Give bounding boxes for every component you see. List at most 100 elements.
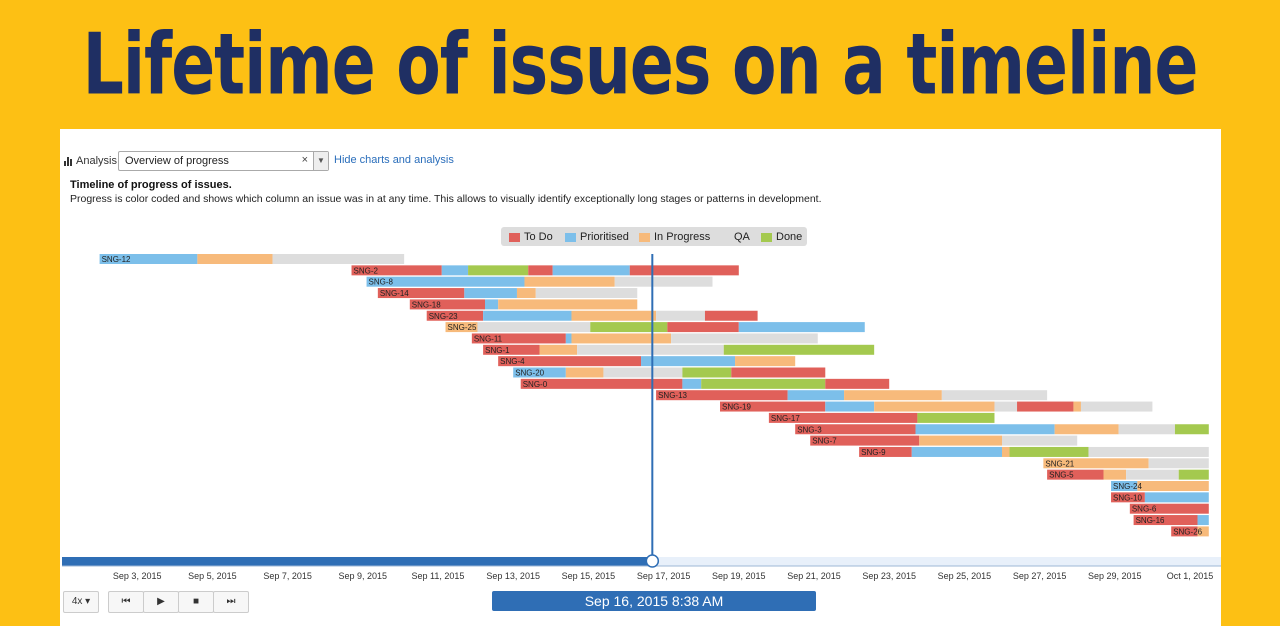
- issue-label: SNG-7: [812, 437, 837, 446]
- bar-segment-in-progress: [1137, 481, 1209, 491]
- issue-row-sng-21[interactable]: SNG-21: [1043, 458, 1209, 469]
- issue-row-sng-2[interactable]: SNG-2: [351, 265, 739, 276]
- issue-row-sng-6[interactable]: SNG-6: [1129, 503, 1209, 514]
- bar-segment-prioritised: [787, 390, 845, 401]
- bar-segment-to-do: [1017, 401, 1074, 412]
- bar-segment-qa: [614, 276, 713, 287]
- issue-row-sng-1[interactable]: SNG-1: [483, 344, 875, 355]
- bar-segment-to-do: [667, 322, 739, 333]
- issue-row-sng-23[interactable]: SNG-23: [426, 310, 758, 321]
- bar-segment-prioritised: [483, 310, 572, 321]
- bar-segment-done: [590, 322, 668, 333]
- legend-item-done[interactable]: Done: [761, 231, 802, 243]
- analysis-select[interactable]: Overview of progress × ▼: [118, 151, 329, 171]
- bar-segment-done: [1009, 446, 1089, 457]
- description-text: Progress is color coded and shows which …: [70, 193, 822, 205]
- bar-segment-qa: [671, 333, 818, 344]
- bar-segment-to-do: [520, 378, 683, 389]
- issue-row-sng-19[interactable]: SNG-19: [720, 401, 1153, 412]
- issue-row-sng-14[interactable]: SNG-14: [377, 288, 638, 299]
- issue-label: SNG-23: [429, 312, 458, 321]
- play-button[interactable]: ▶: [143, 591, 179, 613]
- issue-row-sng-17[interactable]: SNG-17: [768, 412, 995, 423]
- issue-row-sng-18[interactable]: SNG-18: [409, 299, 638, 310]
- bar-segment-done: [468, 265, 529, 276]
- chevron-down-icon[interactable]: ▼: [313, 152, 328, 170]
- bar-segment-in-progress: [539, 344, 578, 355]
- bar-segment-in-progress: [445, 322, 478, 333]
- bar-segment-prioritised: [1144, 492, 1209, 503]
- bar-segment-prioritised: [99, 254, 198, 264]
- bar-segment-prioritised: [513, 367, 566, 378]
- bar-segment-qa: [1126, 469, 1179, 480]
- issue-row-sng-26[interactable]: SNG-26: [1171, 526, 1209, 537]
- legend-label: In Progress: [654, 231, 711, 243]
- bar-segment-in-progress: [197, 254, 273, 264]
- hide-charts-link[interactable]: Hide charts and analysis: [334, 154, 454, 166]
- legend-item-in-progress[interactable]: In Progress: [639, 231, 710, 243]
- issue-row-sng-3[interactable]: SNG-3: [795, 424, 1209, 435]
- bar-segment-done: [917, 412, 995, 423]
- banner: Lifetime of issues on a timeline: [0, 0, 1280, 128]
- speed-value: 4x: [71, 596, 83, 607]
- issue-row-sng-7[interactable]: SNG-7: [810, 435, 1078, 446]
- x-tick-label: Sep 5, 2015: [188, 571, 237, 581]
- issue-row-sng-13[interactable]: SNG-13: [656, 390, 1048, 401]
- bar-segment-done: [723, 344, 875, 355]
- issue-row-sng-8[interactable]: SNG-8: [366, 276, 713, 287]
- issue-label: SNG-8: [369, 278, 394, 287]
- bar-segment-in-progress: [516, 288, 536, 299]
- issue-row-sng-16[interactable]: SNG-16: [1133, 515, 1209, 526]
- issue-row-sng-5[interactable]: SNG-5: [1047, 469, 1209, 480]
- issue-row-sng-12[interactable]: SNG-12: [99, 254, 405, 264]
- issue-label: SNG-26: [1173, 527, 1202, 536]
- bar-segment-qa: [1088, 446, 1209, 457]
- bar-segment-done: [701, 378, 826, 389]
- issue-row-sng-0[interactable]: SNG-0: [520, 378, 890, 389]
- issue-row-sng-11[interactable]: SNG-11: [471, 333, 818, 344]
- stop-button[interactable]: ■: [178, 591, 214, 613]
- bar-segment-in-progress: [524, 276, 615, 287]
- legend-item-qa[interactable]: QA: [719, 231, 750, 243]
- issue-label: SNG-16: [1136, 516, 1165, 525]
- issue-row-sng-25[interactable]: SNG-25: [445, 322, 865, 333]
- x-tick-label: Sep 11, 2015: [412, 571, 465, 581]
- timeline-handle[interactable]: [645, 554, 660, 568]
- issue-row-sng-9[interactable]: SNG-9: [859, 446, 1209, 457]
- legend-item-prioritised[interactable]: Prioritised: [565, 231, 629, 243]
- skip-forward-icon: ⏭: [226, 596, 236, 607]
- clear-selection-icon[interactable]: ×: [301, 154, 308, 166]
- bar-segment-to-do: [1047, 469, 1104, 480]
- speed-select[interactable]: 4x ▾: [63, 591, 99, 613]
- bar-segment-prioritised: [682, 378, 702, 389]
- x-tick-label: Sep 9, 2015: [339, 571, 388, 581]
- skip-start-button[interactable]: ⏮: [108, 591, 144, 613]
- current-datetime-display: Sep 16, 2015 8:38 AM: [492, 591, 816, 611]
- legend-item-to-do[interactable]: To Do: [509, 231, 553, 243]
- issue-label: SNG-20: [515, 369, 544, 378]
- x-tick-label: Sep 23, 2015: [862, 571, 916, 581]
- x-tick-label: Oct 1, 2015: [1167, 571, 1214, 581]
- issue-label: SNG-14: [380, 289, 409, 298]
- x-tick-label: Sep 25, 2015: [938, 571, 992, 581]
- issue-label: SNG-4: [500, 357, 525, 366]
- issue-label: SNG-9: [861, 448, 886, 457]
- legend-swatch: [719, 232, 730, 242]
- issue-label: SNG-21: [1045, 459, 1074, 468]
- issue-label: SNG-13: [658, 391, 687, 400]
- issue-row-sng-20[interactable]: SNG-20: [513, 367, 826, 378]
- bar-segment-in-progress: [1103, 469, 1127, 480]
- issue-row-sng-24[interactable]: SNG-24: [1111, 481, 1209, 491]
- bar-segment-to-do: [426, 310, 484, 321]
- bar-segment-qa: [477, 322, 591, 333]
- bar-segment-prioritised: [911, 446, 1002, 457]
- skip-back-icon: ⏮: [121, 596, 131, 607]
- bar-segment-prioritised: [464, 288, 517, 299]
- legend-label: QA: [734, 231, 750, 243]
- skip-end-button[interactable]: ⏭: [213, 591, 249, 613]
- issue-row-sng-4[interactable]: SNG-4: [498, 356, 796, 367]
- legend-swatch: [565, 232, 576, 242]
- issue-row-sng-10[interactable]: SNG-10: [1111, 492, 1209, 503]
- bar-segment-qa: [1002, 435, 1078, 446]
